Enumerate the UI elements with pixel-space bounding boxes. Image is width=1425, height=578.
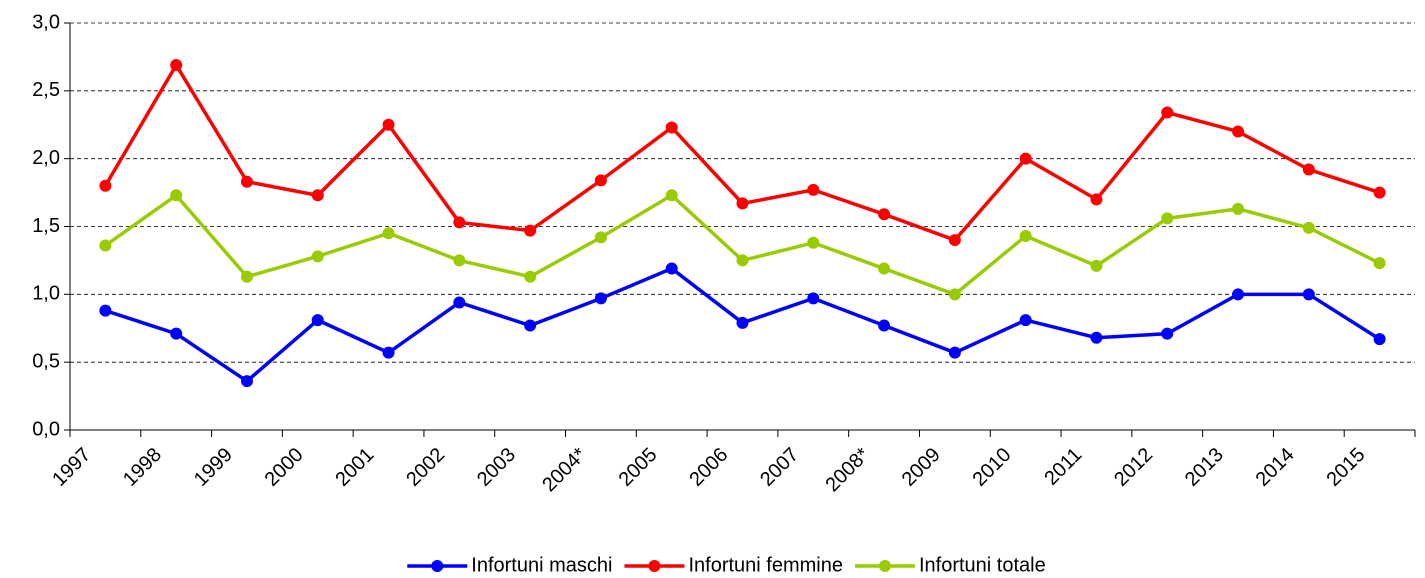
legend-label: Infortuni totale <box>919 554 1046 576</box>
y-tick-label: 0,5 <box>32 350 60 372</box>
data-point <box>240 175 253 188</box>
y-tick-label: 0,0 <box>32 418 60 440</box>
data-point <box>99 239 112 252</box>
data-point <box>99 179 112 192</box>
data-point <box>240 375 253 388</box>
data-point <box>524 270 537 283</box>
x-tick-label: 2011 <box>1040 444 1086 490</box>
data-point <box>1373 257 1386 270</box>
data-point <box>1090 331 1103 344</box>
data-point <box>878 262 891 275</box>
data-point <box>453 296 466 309</box>
y-tick-label: 1,5 <box>32 215 60 237</box>
x-tick-label: 1998 <box>119 444 166 491</box>
data-point <box>1232 125 1245 138</box>
series-line <box>104 192 1381 297</box>
data-point <box>1161 327 1174 340</box>
data-point <box>807 292 820 305</box>
data-point <box>948 288 961 301</box>
data-point <box>1232 202 1245 215</box>
data-point <box>1302 163 1315 176</box>
data-point <box>1373 186 1386 199</box>
data-point <box>665 189 678 202</box>
data-point <box>1161 106 1174 119</box>
y-tick-label: 1,0 <box>32 283 60 305</box>
data-point <box>948 234 961 247</box>
data-point <box>453 254 466 267</box>
x-tick-label: 2000 <box>261 444 308 491</box>
data-point <box>453 216 466 229</box>
x-tick-label: 2006 <box>685 444 732 491</box>
data-point <box>170 59 183 72</box>
legend-marker <box>648 560 661 572</box>
y-tick-label: 2,5 <box>32 79 60 101</box>
data-point <box>524 319 537 332</box>
x-tick-label: 2004* <box>538 444 591 497</box>
x-tick-label: 2010 <box>969 444 1016 491</box>
legend-label: Infortuni maschi <box>471 554 612 576</box>
x-tick-label: 2012 <box>1110 444 1157 491</box>
data-point <box>878 208 891 221</box>
data-point <box>665 121 678 134</box>
data-point <box>382 227 395 240</box>
legend: Infortuni maschi Infortuni femmine Infortu… <box>407 554 1046 576</box>
data-point <box>382 346 395 359</box>
data-point <box>594 174 607 187</box>
x-tick-label: 2014 <box>1252 444 1299 491</box>
x-tick-label: 1997 <box>48 444 95 491</box>
data-point <box>524 224 537 237</box>
x-tick-label: 2003 <box>473 444 520 491</box>
x-tick-label: 2002 <box>402 444 449 491</box>
legend-marker <box>431 560 444 572</box>
x-tick-label: 2007 <box>756 444 803 491</box>
data-point <box>1232 288 1245 301</box>
data-point <box>240 270 253 283</box>
data-point <box>1019 152 1032 165</box>
x-tick-label: 2005 <box>615 444 662 491</box>
x-tick-label: 2008* <box>821 444 874 497</box>
data-point <box>1161 212 1174 225</box>
data-point <box>878 319 891 332</box>
x-tick-label: 2015 <box>1322 444 1369 491</box>
data-point <box>594 231 607 244</box>
x-tick-label: 2013 <box>1181 444 1228 491</box>
y-tick-label: 2,0 <box>32 147 60 169</box>
legend-marker <box>878 560 891 572</box>
data-point <box>736 254 749 267</box>
data-point <box>382 118 395 131</box>
data-point <box>311 189 324 202</box>
data-point <box>170 327 183 340</box>
x-tick-label: 1999 <box>190 444 237 491</box>
data-point <box>311 250 324 263</box>
data-point <box>807 183 820 196</box>
data-point <box>1373 333 1386 346</box>
data-point <box>665 262 678 275</box>
data-point <box>1090 259 1103 272</box>
data-point <box>594 292 607 305</box>
data-point <box>736 316 749 329</box>
data-point <box>1302 288 1315 301</box>
y-tick-label: 3,0 <box>32 11 60 33</box>
data-point <box>948 346 961 359</box>
data-point <box>1302 221 1315 234</box>
data-point <box>1019 314 1032 327</box>
x-tick-label: 2001 <box>331 444 378 491</box>
data-point <box>1019 229 1032 242</box>
data-point <box>99 304 112 317</box>
x-tick-label: 2009 <box>898 444 945 491</box>
data-point <box>1090 193 1103 206</box>
data-point <box>170 189 183 202</box>
legend-label: Infortuni femmine <box>688 554 843 576</box>
data-point <box>807 236 820 249</box>
data-point <box>736 197 749 210</box>
data-point <box>311 314 324 327</box>
